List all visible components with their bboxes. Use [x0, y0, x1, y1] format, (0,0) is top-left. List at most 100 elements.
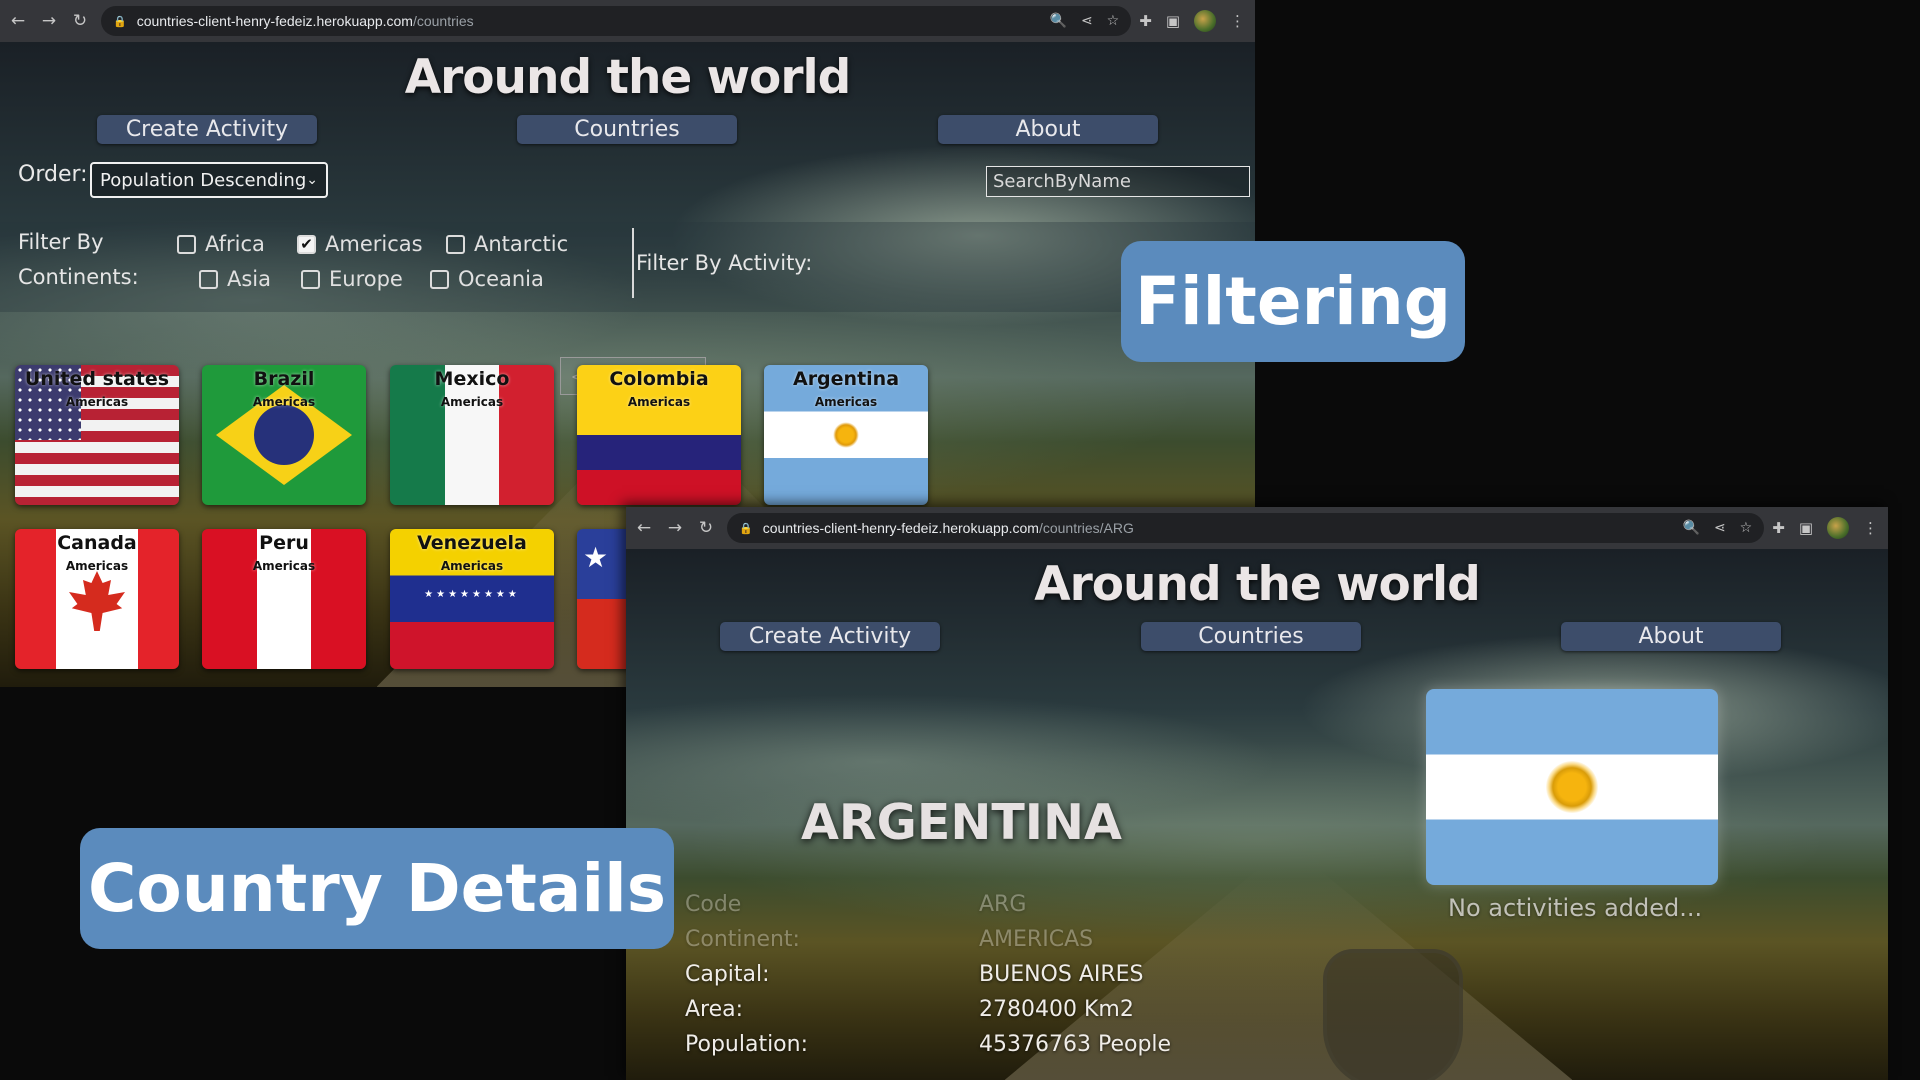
country-card-venezuela[interactable]: ★★★★★★★★ Venezuela Americas: [390, 529, 554, 669]
zoom-icon[interactable]: 🔍: [1049, 13, 1067, 29]
card-country-name: Canada: [57, 532, 137, 554]
zoom-icon[interactable]: 🔍: [1682, 520, 1700, 536]
card-continent: Americas: [65, 395, 129, 409]
address-bar[interactable]: 🔒 countries-client-henry-fedeiz.herokuap…: [101, 6, 1132, 36]
mx-flag: [390, 365, 445, 505]
detail-value-continent: AMERICAS: [979, 927, 1094, 952]
card-country-name: Peru: [259, 532, 309, 554]
filter-divider: [632, 228, 634, 298]
detail-value-population: 45376763 People: [979, 1032, 1172, 1057]
detail-value-code: ARG: [979, 892, 1027, 917]
detail-value-area: 2780400 Km2: [979, 997, 1134, 1022]
country-card-mexico[interactable]: Mexico Americas: [390, 365, 554, 505]
checkbox-antarctic[interactable]: Antarctic: [446, 232, 568, 256]
checkbox-box[interactable]: [177, 234, 196, 254]
order-select-value: Population Descending: [100, 169, 307, 191]
checkbox-europe[interactable]: Europe: [301, 267, 403, 291]
mx-flag-white: [444, 365, 500, 505]
card-continent: Americas: [440, 559, 504, 573]
country-card-colombia[interactable]: Colombia Americas: [577, 365, 741, 505]
back-icon[interactable]: ←: [10, 11, 26, 31]
no-activities-text: No activities added...: [1448, 894, 1703, 922]
country-card-canada[interactable]: Canada Americas: [15, 529, 179, 669]
extensions-icon[interactable]: ✚: [1772, 519, 1785, 537]
filter-continents-title-line2: Continents:: [18, 265, 139, 289]
forward-icon[interactable]: →: [41, 11, 57, 31]
share-icon[interactable]: ⋖: [1080, 13, 1093, 29]
nav-about[interactable]: About: [1561, 622, 1781, 651]
card-continent: Americas: [65, 559, 129, 573]
order-select[interactable]: Population Descending ⌄: [90, 162, 328, 198]
bookmark-star-icon[interactable]: ☆: [1106, 13, 1120, 29]
lock-icon[interactable]: 🔒: [739, 521, 753, 535]
reload-icon[interactable]: ↻: [72, 11, 88, 31]
url-host: countries-client-henry-fedeiz.herokuapp.…: [136, 13, 413, 29]
card-continent: Americas: [814, 395, 878, 409]
detail-label-code: Code: [685, 892, 742, 917]
url-path: /countries/ARG: [1038, 520, 1134, 536]
card-country-name: Argentina: [792, 368, 900, 390]
country-card-brazil[interactable]: Brazil Americas: [202, 365, 366, 505]
mx-flag-red: [499, 365, 554, 505]
filter-continents-title-line1: Filter By: [18, 230, 104, 254]
filter-panel: [0, 222, 1255, 312]
browser-toolbar: ← → ↻ 🔒 countries-client-henry-fedeiz.he…: [626, 507, 1888, 549]
sun-of-may-icon: [833, 422, 859, 448]
country-card-argentina[interactable]: Argentina Americas: [764, 365, 928, 505]
side-panel-icon[interactable]: ▣: [1165, 12, 1180, 30]
profile-avatar[interactable]: [1827, 517, 1849, 539]
detail-value-capital: BUENOS AIRES: [979, 962, 1144, 987]
pe-flag: [202, 529, 257, 669]
profile-avatar[interactable]: [1194, 10, 1216, 32]
share-icon[interactable]: ⋖: [1713, 520, 1726, 536]
order-label: Order:: [18, 162, 88, 187]
detail-label-capital: Capital:: [685, 962, 770, 987]
site-title: Around the world: [1034, 557, 1481, 612]
checkbox-box[interactable]: [446, 234, 465, 254]
checkbox-label: Oceania: [458, 267, 544, 291]
url-host: countries-client-henry-fedeiz.herokuapp.…: [762, 520, 1039, 536]
nav-countries[interactable]: Countries: [517, 115, 737, 144]
address-bar[interactable]: 🔒 countries-client-henry-fedeiz.herokuap…: [727, 513, 1765, 543]
countries-list-window: ← → ↻ 🔒 countries-client-henry-fedeiz.he…: [0, 0, 1255, 687]
bookmark-star-icon[interactable]: ☆: [1739, 520, 1753, 536]
checkbox-box[interactable]: [199, 269, 218, 289]
card-country-name: Brazil: [253, 368, 315, 390]
nav-countries[interactable]: Countries: [1141, 622, 1361, 651]
checkbox-box[interactable]: [301, 269, 320, 289]
forward-icon[interactable]: →: [667, 518, 683, 538]
checkbox-box[interactable]: [430, 269, 449, 289]
search-input[interactable]: SearchByName: [986, 166, 1250, 197]
checkbox-americas[interactable]: ✔ Americas: [297, 232, 423, 256]
url-path: /countries: [412, 13, 474, 29]
checkbox-label: Americas: [325, 232, 423, 256]
back-icon[interactable]: ←: [636, 518, 652, 538]
menu-kebab-icon[interactable]: ⋮: [1863, 519, 1878, 537]
card-country-name: Venezuela: [417, 532, 527, 554]
country-card-peru[interactable]: Peru Americas: [202, 529, 366, 669]
detail-label-population: Population:: [685, 1032, 808, 1057]
checkbox-oceania[interactable]: Oceania: [430, 267, 544, 291]
checkbox-label: Africa: [205, 232, 265, 256]
checkbox-asia[interactable]: Asia: [199, 267, 271, 291]
menu-kebab-icon[interactable]: ⋮: [1230, 12, 1245, 30]
star-icon: ★: [583, 541, 609, 574]
extensions-icon[interactable]: ✚: [1139, 12, 1152, 30]
checkbox-label: Asia: [227, 267, 272, 291]
side-panel-icon[interactable]: ▣: [1798, 519, 1813, 537]
checkbox-africa[interactable]: Africa: [177, 232, 265, 256]
callout-filtering: Filtering: [1121, 241, 1465, 362]
card-continent: Americas: [252, 559, 316, 573]
nav-create-activity[interactable]: Create Activity: [720, 622, 940, 651]
sun-of-may-icon: [1546, 761, 1598, 813]
nav-about[interactable]: About: [938, 115, 1158, 144]
lock-icon[interactable]: 🔒: [113, 14, 127, 28]
country-flag-image: [1426, 689, 1718, 885]
card-continent: Americas: [627, 395, 691, 409]
reload-icon[interactable]: ↻: [698, 518, 714, 538]
country-name-heading: ARGENTINA: [801, 794, 1122, 851]
country-card-us[interactable]: United states Americas: [15, 365, 179, 505]
ve-flag-stars-icon: ★★★★★★★★: [424, 589, 520, 600]
nav-create-activity[interactable]: Create Activity: [97, 115, 317, 144]
checkbox-box-checked[interactable]: ✔: [297, 234, 316, 254]
